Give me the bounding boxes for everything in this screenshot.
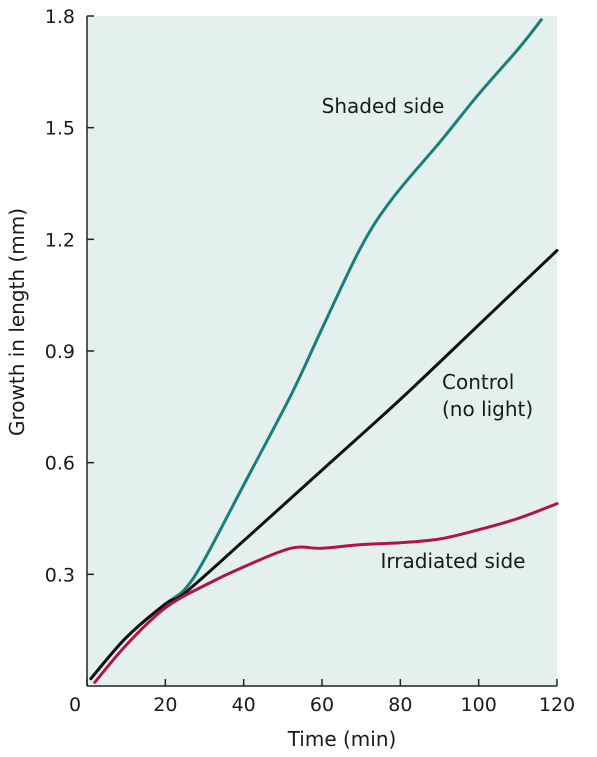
- y-tick-label: 1.5: [45, 118, 75, 140]
- y-tick-label: 1.8: [45, 6, 75, 28]
- y-tick-label: 0.9: [45, 341, 75, 363]
- series-label-shaded: Shaded side: [322, 94, 445, 118]
- y-tick-label: 0.6: [45, 453, 75, 475]
- x-tick-label: 40: [232, 694, 256, 716]
- y-axis-title: Growth in length (mm): [5, 208, 29, 436]
- series-label-control-line2: (no light): [442, 397, 533, 421]
- x-tick-label: 100: [461, 694, 497, 716]
- axes-layer: 0.3 0.6 0.9 1.2 1.5 1.8 0 20 40 60 80 100 120: [45, 6, 575, 716]
- series-label-control-line1: Control: [442, 370, 514, 394]
- x-tick-label: 120: [539, 694, 575, 716]
- x-axis-title: Time (min): [287, 727, 397, 751]
- y-tick-label: 0.3: [45, 564, 75, 586]
- series-layer: [89, 18, 559, 684]
- series-label-irradiated: Irradiated side: [381, 549, 526, 573]
- x-tick-label: 80: [388, 694, 412, 716]
- y-tick-label: 1.2: [45, 229, 75, 251]
- series-label-control: Control (no light): [442, 370, 533, 421]
- x-tick-label: 20: [153, 694, 177, 716]
- series-line-irradiated: [93, 502, 559, 684]
- series-line-control: [89, 249, 559, 681]
- x-tick-label: 0: [69, 694, 81, 716]
- plot-area: [87, 16, 557, 686]
- x-tick-label: 60: [310, 694, 334, 716]
